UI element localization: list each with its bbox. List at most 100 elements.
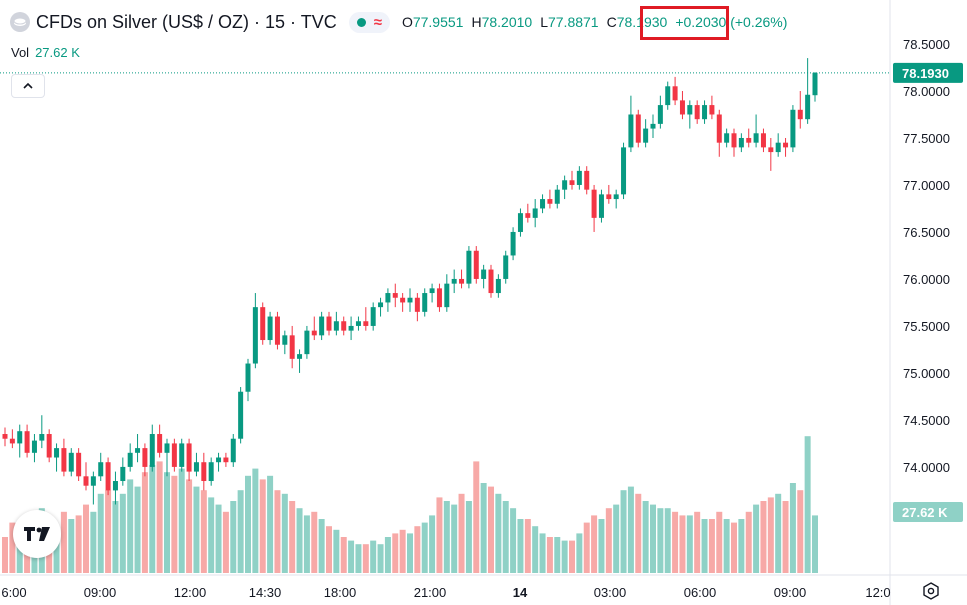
candle-body: [208, 462, 214, 482]
volume-bar: [171, 475, 178, 573]
volume-bar: [112, 501, 119, 573]
price-tick-label: 76.0000: [903, 272, 950, 287]
volume-bar: [60, 511, 67, 573]
candle-body: [319, 316, 325, 336]
volume-bar: [510, 508, 517, 573]
candle-body: [68, 452, 74, 472]
volume-bar: [164, 472, 170, 573]
candle-body: [61, 448, 67, 472]
candle-body: [186, 443, 192, 472]
candle-body: [495, 278, 501, 294]
candle-body: [149, 434, 155, 467]
volume-bar: [451, 504, 458, 573]
time-tick-label: 03:00: [594, 585, 627, 600]
volume-bar: [591, 515, 598, 573]
price-tick-label: 74.0000: [903, 460, 950, 475]
volume-bar: [812, 515, 818, 573]
volume-bar: [208, 497, 215, 573]
time-tick-label: 06:00: [684, 585, 717, 600]
candle-body: [422, 293, 428, 312]
volume-bar: [281, 493, 288, 573]
candle-body: [724, 133, 730, 143]
time-tick-label: 12:0: [865, 585, 890, 600]
candle-body: [532, 208, 538, 218]
candle-body: [547, 199, 553, 204]
candle-body: [392, 293, 398, 298]
candle-body: [429, 288, 435, 294]
volume-label: Vol: [11, 45, 30, 60]
volume-bar: [245, 475, 251, 573]
candle-body: [260, 307, 266, 341]
candle-body: [554, 189, 560, 204]
volume-bar: [296, 508, 303, 573]
volume-bar: [443, 501, 450, 573]
time-tick-label: 6:00: [1, 585, 26, 600]
volume-bar: [178, 468, 185, 573]
candle-body: [407, 297, 413, 303]
volume-bar: [97, 493, 104, 573]
gear-icon[interactable]: [920, 580, 942, 602]
market-status-pill[interactable]: ≈: [348, 11, 390, 33]
candle-body: [606, 194, 612, 200]
volume-bar: [701, 519, 708, 573]
price-tick-label: 74.5000: [903, 413, 950, 428]
candle-body: [385, 293, 391, 303]
candle-body: [289, 335, 295, 359]
candle-body: [694, 105, 700, 120]
volume-bar: [193, 486, 200, 573]
candle-body: [135, 448, 141, 453]
volume-bar: [119, 493, 126, 573]
volume-bar: [384, 537, 391, 573]
high-label: H: [471, 14, 482, 30]
ohlc-values: O77.9551 H78.2010 L77.8871 C78.1930 +0.2…: [402, 14, 787, 30]
last-price-badge: [893, 62, 963, 83]
volume-badge: [893, 502, 963, 522]
candle-body: [628, 114, 634, 148]
candle-body: [304, 330, 310, 355]
symbol-title[interactable]: CFDs on Silver (US$ / OZ) · 15 · TVC: [36, 11, 337, 32]
volume-bar: [576, 533, 583, 573]
tradingview-logo[interactable]: [13, 510, 61, 558]
candle-body: [488, 269, 494, 294]
volume-bar: [222, 511, 229, 573]
candle-body: [657, 105, 663, 124]
candle-body: [267, 316, 273, 341]
volume-bar: [407, 533, 413, 573]
candle-body: [709, 105, 715, 115]
candle-body: [297, 354, 303, 359]
candle-body: [665, 86, 671, 106]
volume-bar: [53, 526, 60, 573]
candle-body: [179, 443, 185, 467]
volume-bar: [9, 522, 16, 573]
volume-bar: [134, 486, 141, 573]
candle-body: [201, 462, 207, 482]
price-tick-label: 75.0000: [903, 366, 950, 381]
volume-bar: [90, 511, 97, 573]
candle-body: [120, 466, 126, 482]
volume-bar: [775, 493, 782, 573]
candle-body: [576, 170, 582, 185]
candle-body: [635, 114, 641, 143]
candle-body: [326, 316, 332, 331]
volume-bar: [650, 504, 656, 573]
volume-bar: [760, 501, 767, 573]
volume-bar: [539, 533, 546, 573]
candle-body: [378, 302, 384, 308]
candle-body: [562, 180, 568, 190]
candle-body: [171, 443, 177, 467]
candle-body: [473, 250, 479, 279]
volume-bar: [141, 472, 148, 573]
volume-bar: [694, 511, 701, 573]
candle-body: [790, 109, 796, 148]
volume-bar: [723, 519, 730, 573]
volume-bar: [127, 479, 134, 573]
volume-bar: [598, 519, 605, 573]
volume-bar: [480, 483, 487, 573]
volume-bar: [186, 479, 193, 573]
volume-bar: [532, 526, 539, 573]
volume-bar: [215, 504, 222, 573]
candle-body: [598, 194, 604, 218]
collapse-legend-button[interactable]: [11, 74, 45, 98]
volume-bar: [620, 490, 627, 573]
